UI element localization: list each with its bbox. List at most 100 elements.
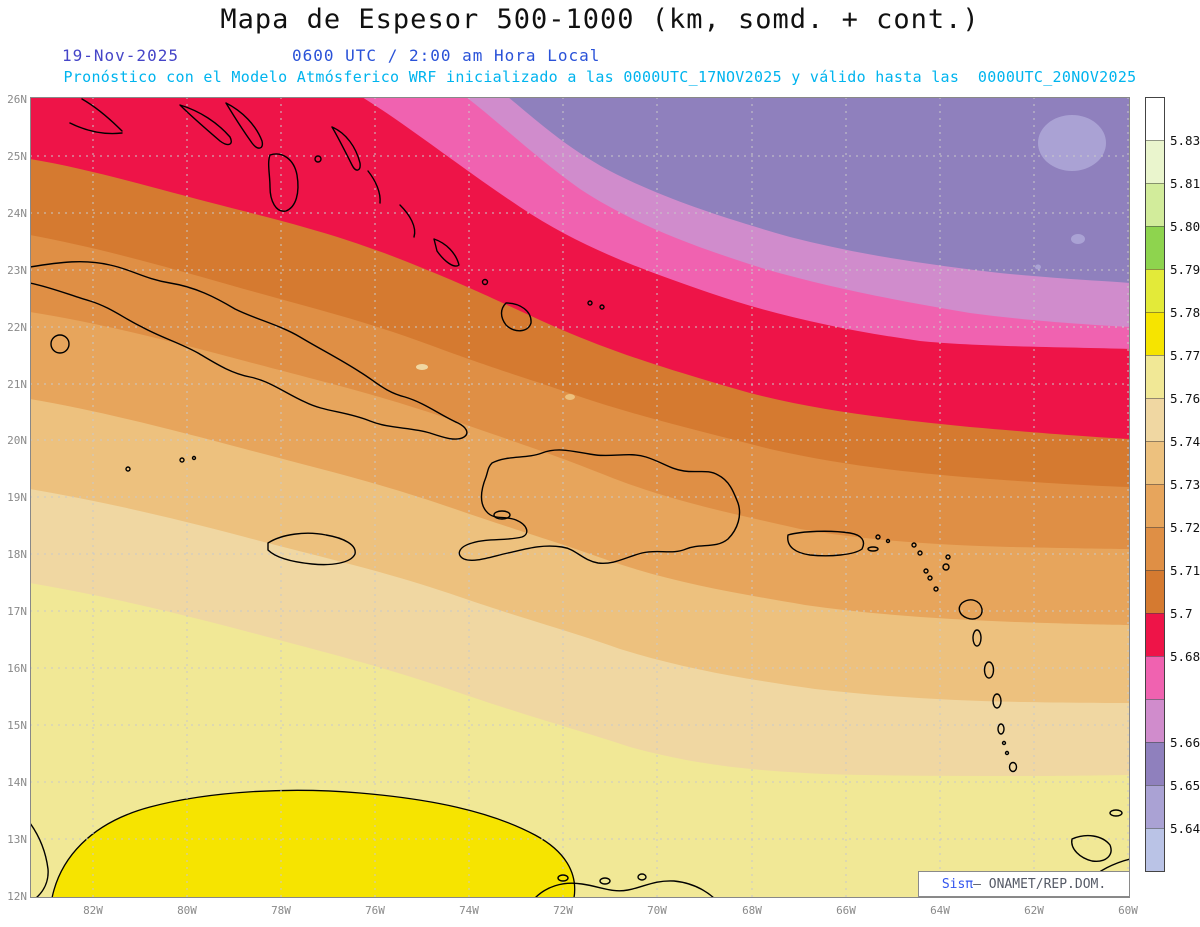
band-lavender-patch bbox=[1035, 264, 1041, 270]
band-purple bbox=[508, 97, 1130, 283]
colorbar-segment bbox=[1146, 183, 1164, 226]
coast-turks-1 bbox=[587, 300, 593, 306]
colorbar-segment bbox=[1146, 269, 1164, 312]
coast-florida-keys bbox=[69, 122, 123, 135]
coast-anguilla bbox=[911, 542, 917, 548]
band-bright-yellow-blob bbox=[51, 789, 576, 899]
coast-turks-2 bbox=[599, 304, 605, 310]
lat-label-22n: 22N bbox=[7, 321, 27, 334]
coast-barbuda bbox=[945, 554, 951, 560]
colorbar-label: 5.664 bbox=[1170, 735, 1200, 750]
lon-label-76w: 76W bbox=[365, 904, 385, 917]
coast-puerto-rico bbox=[787, 530, 865, 557]
coast-grenadines-2 bbox=[1004, 750, 1010, 756]
coast-great-inagua bbox=[500, 302, 532, 332]
contour-speck bbox=[565, 394, 575, 400]
colorbar-segment bbox=[1146, 742, 1164, 785]
lat-label-25n: 25N bbox=[7, 150, 27, 163]
coast-st-lucia bbox=[992, 693, 1002, 709]
coast-eleuthera bbox=[331, 126, 361, 171]
colorbar-segment bbox=[1146, 484, 1164, 527]
coast-bonaire bbox=[637, 873, 647, 881]
coast-grand-bahama bbox=[179, 104, 232, 146]
colorbar-segment bbox=[1146, 140, 1164, 183]
coast-st-martin bbox=[917, 550, 923, 556]
map-area bbox=[29, 97, 1131, 899]
coast-hispaniola bbox=[458, 449, 741, 565]
lon-label-78w: 78W bbox=[271, 904, 291, 917]
coast-antigua bbox=[942, 563, 950, 571]
colorbar-label: 5.736 bbox=[1170, 477, 1200, 492]
colorbar-label: 5.795 bbox=[1170, 262, 1200, 277]
coast-nicaragua bbox=[29, 822, 49, 899]
lat-label-26n: 26N bbox=[7, 93, 27, 106]
lon-label-74w: 74W bbox=[459, 904, 479, 917]
colorbar-label: 5.831 bbox=[1170, 133, 1200, 148]
colorbar-segment bbox=[1146, 785, 1164, 828]
coast-grenadines-1 bbox=[1001, 740, 1007, 746]
colorbar-label: 5.772 bbox=[1170, 348, 1200, 363]
colorbar-label: 5.64 bbox=[1170, 821, 1200, 836]
lon-label-70w: 70W bbox=[647, 904, 667, 917]
colorbar-label: 5.807 bbox=[1170, 219, 1200, 234]
coast-guadeloupe bbox=[958, 599, 983, 620]
colorbar-label: 5.724 bbox=[1170, 520, 1200, 535]
coast-cat-island bbox=[367, 170, 381, 204]
lon-label-64w: 64W bbox=[930, 904, 950, 917]
colorbar-label: 5.783 bbox=[1170, 305, 1200, 320]
coast-vieques bbox=[867, 546, 879, 552]
colorbar-segment bbox=[1146, 656, 1164, 699]
lon-label-80w: 80W bbox=[177, 904, 197, 917]
colorbar-segment bbox=[1146, 613, 1164, 656]
colorbar-segment bbox=[1146, 355, 1164, 398]
coast-andros bbox=[267, 153, 299, 212]
colorbar-label: 5.712 bbox=[1170, 563, 1200, 578]
coast-st-kitts bbox=[923, 568, 929, 574]
graticule bbox=[30, 97, 1130, 898]
coast-aruba bbox=[557, 874, 569, 882]
band-lavender-patch bbox=[1038, 115, 1106, 171]
coast-new-providence bbox=[314, 155, 322, 163]
lat-label-17n: 17N bbox=[7, 605, 27, 618]
lat-label-18n: 18N bbox=[7, 548, 27, 561]
colorbar-label: 5.652 bbox=[1170, 778, 1200, 793]
coast-little-cayman bbox=[179, 457, 185, 463]
colorbar-label: 5.748 bbox=[1170, 434, 1200, 449]
lat-label-12n: 12N bbox=[7, 890, 27, 903]
coast-tobago bbox=[1109, 809, 1123, 817]
coast-florida bbox=[81, 98, 123, 132]
coast-dominica bbox=[972, 629, 982, 647]
colorbar-segment bbox=[1146, 226, 1164, 269]
forecast-init-text: Pronóstico con el Modelo Atmósferico WRF… bbox=[63, 68, 1137, 86]
colorbar-segment bbox=[1146, 828, 1164, 871]
attribution-brand: Sisπ bbox=[941, 876, 974, 892]
colorbar-label: 5.688 bbox=[1170, 649, 1200, 664]
lat-label-16n: 16N bbox=[7, 662, 27, 675]
coast-venezuela bbox=[534, 880, 715, 899]
colorbar-segment bbox=[1146, 570, 1164, 613]
coast-jamaica bbox=[267, 532, 356, 566]
lon-label-68w: 68W bbox=[742, 904, 762, 917]
coast-nevis bbox=[927, 575, 933, 581]
lat-label-21n: 21N bbox=[7, 378, 27, 391]
band-lavender-patch bbox=[1071, 234, 1085, 244]
coast-virgin-1 bbox=[875, 534, 881, 540]
lat-label-14n: 14N bbox=[7, 776, 27, 789]
lon-label-62w: 62W bbox=[1024, 904, 1044, 917]
colorbar-segment bbox=[1146, 98, 1164, 140]
coast-acklins bbox=[433, 238, 460, 267]
colorbar-segment bbox=[1146, 441, 1164, 484]
colorbar-segment bbox=[1146, 527, 1164, 570]
lon-label-72w: 72W bbox=[553, 904, 573, 917]
map-border bbox=[30, 97, 1130, 898]
colorbar-label: 5.76 bbox=[1170, 391, 1200, 406]
coast-cayman-brac bbox=[191, 455, 197, 461]
coast-grand-cayman bbox=[125, 466, 131, 472]
attribution-box: Sisπ – ONAMET/REP.DOM. bbox=[918, 871, 1130, 897]
coast-grenada bbox=[1008, 761, 1018, 773]
colorbar-label: 5.819 bbox=[1170, 176, 1200, 191]
coast-montserrat bbox=[933, 586, 939, 592]
valid-time: 0600 UTC / 2:00 am Hora Local bbox=[292, 46, 601, 65]
lat-label-13n: 13N bbox=[7, 833, 27, 846]
